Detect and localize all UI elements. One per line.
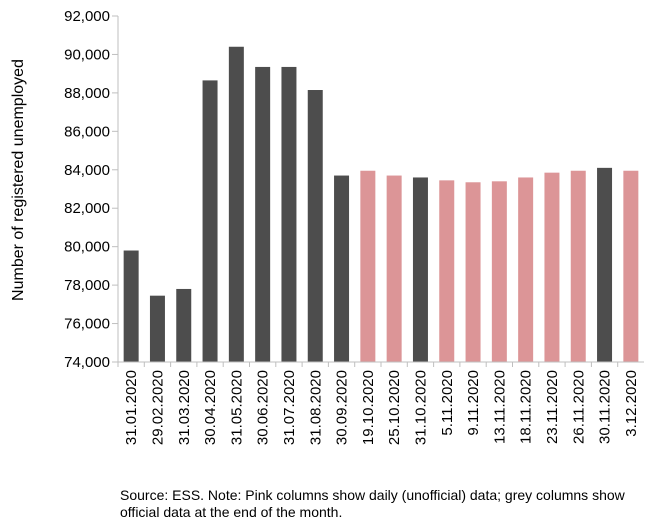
x-tick-label: 30.09.2020 <box>334 370 351 445</box>
x-tick-label: 29.02.2020 <box>149 370 166 445</box>
y-tick-label: 78,000 <box>64 277 110 294</box>
bar-official <box>176 288 192 362</box>
x-tick-label: 5.11.2020 <box>439 370 456 436</box>
x-tick-label: 31.03.2020 <box>176 370 193 445</box>
x-tick-label: 23.11.2020 <box>544 370 561 444</box>
x-tick-label: 30.04.2020 <box>202 370 219 445</box>
y-tick-label: 74,000 <box>64 354 110 371</box>
y-tick-label: 80,000 <box>64 239 110 256</box>
x-tick-label: 25.10.2020 <box>386 370 403 445</box>
bar-daily <box>360 170 376 362</box>
y-tick-label: 88,000 <box>64 85 110 102</box>
bar-official <box>597 167 613 362</box>
bar-daily <box>439 180 455 362</box>
bar-official <box>307 90 323 362</box>
bar-daily <box>386 175 402 362</box>
bars <box>123 46 639 363</box>
x-tick-label: 31.08.2020 <box>307 370 324 445</box>
y-axis-ticks: 74,000 76,000 78,000 80,000 82,000 84,000 86,0… <box>64 8 118 371</box>
bar-official <box>228 46 244 362</box>
axes <box>117 16 644 363</box>
bar-official <box>202 80 218 363</box>
x-tick-label: 9.11.2020 <box>465 370 482 436</box>
bar-daily <box>623 170 639 362</box>
x-tick-label: 30.11.2020 <box>597 370 614 444</box>
y-tick-label: 86,000 <box>64 123 110 140</box>
bar-chart: Number of registered unemployed 74,000 76… <box>10 8 644 445</box>
x-tick-label: 13.11.2020 <box>491 370 508 444</box>
x-tick-label: 30.06.2020 <box>255 370 272 445</box>
source-note: Source: ESS. Note: Pink columns show dai… <box>120 487 625 520</box>
y-axis-title: Number of registered unemployed <box>10 59 27 301</box>
bar-daily <box>544 172 560 362</box>
bar-official <box>334 175 350 362</box>
bar-daily <box>570 170 586 362</box>
y-tick-label: 76,000 <box>64 316 110 333</box>
bar-official <box>255 66 271 362</box>
x-tick-label: 19.10.2020 <box>360 370 377 445</box>
y-tick-label: 84,000 <box>64 162 110 179</box>
bar-daily <box>491 181 507 362</box>
y-tick-label: 82,000 <box>64 200 110 217</box>
bar-official <box>149 295 165 362</box>
bar-daily <box>465 182 481 362</box>
y-tick-label: 90,000 <box>64 46 110 63</box>
x-axis-ticks: 31.01.2020 29.02.2020 31.03.2020 30.04.2020… <box>117 362 640 445</box>
y-tick-label: 92,000 <box>64 8 110 25</box>
y-axis-title-group: Number of registered unemployed <box>10 59 27 301</box>
bar-official <box>281 66 297 362</box>
x-tick-label: 31.10.2020 <box>412 370 429 445</box>
x-tick-label: 31.05.2020 <box>228 370 245 445</box>
bar-official <box>123 250 139 362</box>
x-tick-label: 31.07.2020 <box>281 370 298 445</box>
bar-official <box>412 177 428 362</box>
x-tick-label: 3.12.2020 <box>623 370 640 437</box>
bar-daily <box>518 177 534 362</box>
x-tick-label: 31.01.2020 <box>123 370 140 445</box>
x-tick-label: 26.11.2020 <box>570 370 587 444</box>
x-tick-label: 18.11.2020 <box>518 370 535 444</box>
